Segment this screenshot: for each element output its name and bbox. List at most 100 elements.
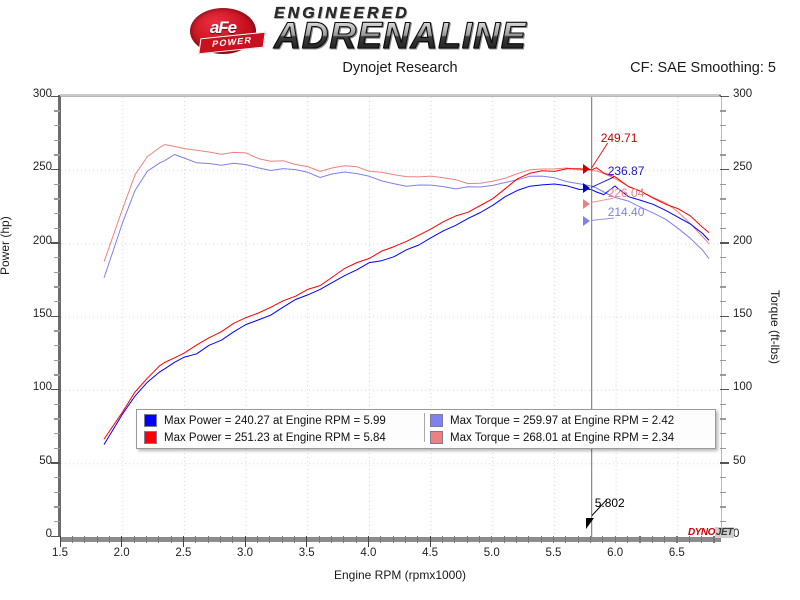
axis-tick: [318, 536, 320, 543]
cursor-marker-power-lightblue: [582, 215, 590, 226]
plot-svg: [61, 97, 721, 537]
axis-tick: [720, 242, 729, 244]
x-axis-tick-label: 6.5: [668, 547, 685, 559]
y-axis-tick-label-right: 50: [733, 454, 746, 467]
cursor-marker-power-blue: [582, 182, 590, 193]
axis-tick: [51, 535, 60, 538]
logo-afe-text: aFe: [209, 18, 237, 37]
axis-tick: [330, 536, 333, 543]
axis-tick: [293, 536, 296, 543]
chart-title: Dynojet Research: [342, 60, 458, 76]
axis-tick: [54, 227, 60, 229]
axis-tick: [54, 183, 60, 185]
axis-tick: [121, 536, 123, 547]
axis-tick: [614, 536, 616, 543]
legend-swatch-lightblue: [430, 414, 443, 427]
y-axis-tick-label-left: 250: [32, 161, 52, 174]
legend-row: Max Power = 240.27 at Engine RPM = 5.99 …: [140, 412, 712, 429]
y-axis-tick-label-left: 50: [39, 454, 52, 467]
axis-tick: [392, 536, 394, 543]
axis-tick: [96, 536, 98, 543]
cursor-rpm-arrow-icon: [585, 518, 594, 529]
legend-item-max-power-blue[interactable]: Max Power = 240.27 at Engine RPM = 5.99: [140, 414, 426, 427]
axis-tick: [700, 536, 703, 543]
dyno-plot-area[interactable]: [60, 96, 722, 537]
y-axis-tick-label-right: 250: [733, 161, 753, 174]
axis-tick: [720, 447, 726, 449]
axis-tick: [207, 536, 209, 543]
chart-legend[interactable]: Max Power = 240.27 at Engine RPM = 5.99 …: [136, 409, 716, 449]
x-axis-tick-label: 3.5: [298, 547, 315, 559]
axis-tick: [54, 330, 60, 332]
legend-label: Max Torque = 268.01 at Engine RPM = 2.34: [450, 431, 675, 444]
axis-tick: [306, 536, 308, 547]
y-axis-tick-label-right: 200: [733, 234, 753, 247]
axis-tick: [602, 536, 604, 543]
legend-item-max-torque-lightred[interactable]: Max Torque = 268.01 at Engine RPM = 2.34: [426, 431, 712, 444]
cursor-readout-torque-red: 249.71: [600, 131, 638, 145]
axis-tick: [71, 536, 74, 543]
axis-tick: [54, 271, 60, 273]
axis-tick: [720, 330, 726, 332]
cursor-marker-torque-red: [582, 163, 590, 174]
axis-tick: [51, 462, 60, 464]
axis-tick: [720, 286, 726, 288]
x-axis-tick-label: 4.5: [422, 547, 439, 559]
brand-tagline-main: ADRENALINE: [273, 15, 527, 56]
axis-tick: [651, 536, 653, 543]
y-axis-tick-label-right: 100: [733, 381, 753, 394]
axis-tick: [54, 447, 60, 449]
axis-tick: [565, 536, 567, 543]
legend-item-max-power-red[interactable]: Max Power = 251.23 at Engine RPM = 5.84: [140, 431, 426, 444]
axis-tick: [688, 536, 690, 543]
axis-tick: [720, 359, 726, 361]
axis-tick: [552, 536, 555, 543]
axis-tick: [404, 536, 407, 543]
afe-power-logo: aFe POWER: [190, 8, 268, 55]
axis-tick: [244, 536, 246, 547]
axis-tick: [54, 344, 60, 347]
axis-tick: [626, 536, 629, 543]
axis-tick: [54, 491, 60, 493]
axis-tick: [720, 271, 726, 273]
brand-tagline-top: ENGINEERED: [274, 5, 410, 22]
axis-tick: [663, 536, 666, 543]
axis-tick: [84, 536, 86, 543]
y-axis-right-label: Torque (ft-lbs): [768, 290, 782, 365]
axis-tick: [54, 432, 60, 435]
axis-tick: [51, 388, 60, 391]
axis-tick: [429, 536, 431, 547]
axis-tick: [676, 536, 678, 543]
cursor-readout-power-lightblue: 214.40: [607, 205, 645, 219]
legend-swatch-blue: [144, 414, 157, 427]
axis-tick: [380, 536, 382, 543]
x-axis-tick-label: 3.0: [237, 547, 254, 559]
axis-tick: [720, 183, 726, 185]
axis-tick: [515, 536, 518, 543]
axis-tick: [720, 124, 726, 127]
axis-tick: [720, 506, 726, 508]
x-axis-tick-label: 5.5: [545, 547, 562, 559]
axis-tick: [528, 536, 530, 543]
axis-tick: [577, 536, 579, 543]
y-axis-tick-label-right: 0: [733, 528, 740, 540]
axis-tick: [417, 536, 419, 543]
x-axis-tick-label: 5.0: [483, 547, 500, 559]
axis-tick: [54, 520, 60, 523]
axis-tick: [491, 536, 493, 543]
axis-tick: [713, 536, 715, 543]
x-axis-tick-label: 2.0: [113, 547, 130, 559]
axis-tick: [54, 154, 60, 156]
y-axis-tick-label-left: 300: [32, 88, 52, 100]
axis-tick: [54, 506, 60, 508]
axis-tick: [720, 95, 729, 98]
axis-tick: [269, 536, 271, 543]
y-axis-tick-label-left: 200: [32, 234, 52, 247]
cursor-readout-power-blue: 236.87: [607, 164, 645, 178]
axis-tick: [54, 286, 60, 288]
x-axis-tick-label: 6.0: [607, 547, 624, 559]
axis-tick: [720, 374, 726, 376]
axis-tick: [720, 227, 726, 229]
x-axis-tick-label: 1.5: [52, 547, 68, 559]
legend-item-max-torque-lightblue[interactable]: Max Torque = 259.97 at Engine RPM = 2.42: [426, 414, 712, 427]
